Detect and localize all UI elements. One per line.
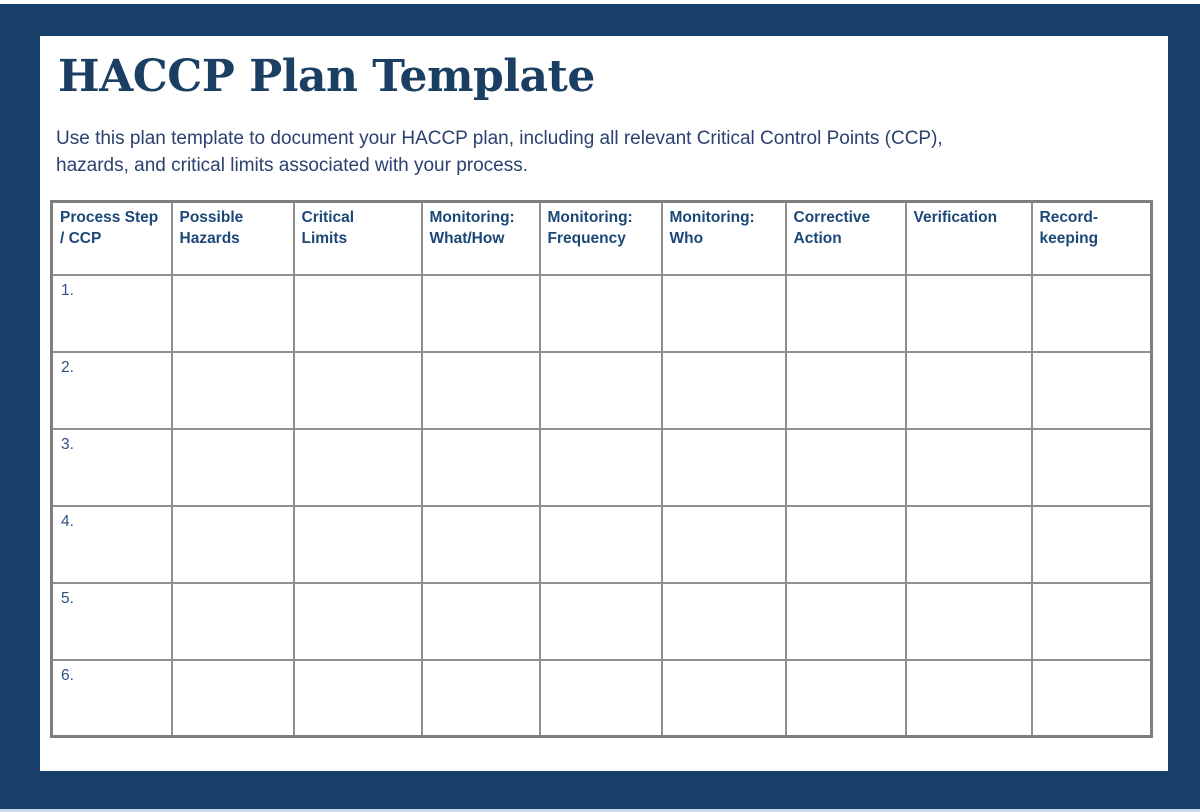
empty-cell bbox=[170, 504, 295, 584]
empty-cell bbox=[660, 658, 787, 738]
empty-cell bbox=[904, 504, 1033, 584]
empty-cell bbox=[292, 350, 423, 430]
column-header-corrective-action: Corrective Action bbox=[784, 200, 907, 276]
empty-cell bbox=[784, 504, 907, 584]
empty-cell bbox=[420, 350, 541, 430]
table-row-5: 5. bbox=[50, 581, 1153, 661]
empty-cell bbox=[538, 350, 663, 430]
empty-cell bbox=[170, 273, 295, 353]
empty-cell bbox=[904, 273, 1033, 353]
empty-cell bbox=[660, 350, 787, 430]
empty-cell bbox=[170, 581, 295, 661]
row-number-cell: 6. bbox=[50, 658, 173, 738]
row-number-cell: 3. bbox=[50, 427, 173, 507]
empty-cell bbox=[170, 427, 295, 507]
empty-cell bbox=[660, 504, 787, 584]
empty-cell bbox=[1030, 658, 1153, 738]
empty-cell bbox=[1030, 350, 1153, 430]
empty-cell bbox=[784, 427, 907, 507]
empty-cell bbox=[292, 581, 423, 661]
empty-cell bbox=[1030, 273, 1153, 353]
table-row-1: 1. bbox=[50, 273, 1153, 353]
page-title: HACCP Plan Template bbox=[58, 51, 595, 102]
row-number-cell: 4. bbox=[50, 504, 173, 584]
empty-cell bbox=[170, 658, 295, 738]
table-row-6: 6. bbox=[50, 658, 1153, 738]
empty-cell bbox=[660, 581, 787, 661]
column-header-monitoring-frequency: Monitoring: Frequency bbox=[538, 200, 663, 276]
row-number-cell: 1. bbox=[50, 273, 173, 353]
empty-cell bbox=[538, 427, 663, 507]
empty-cell bbox=[1030, 427, 1153, 507]
empty-cell bbox=[292, 273, 423, 353]
column-header-monitoring-who: Monitoring: Who bbox=[660, 200, 787, 276]
page-description-line-2: hazards, and critical limits associated … bbox=[56, 155, 529, 177]
empty-cell bbox=[420, 427, 541, 507]
empty-cell bbox=[660, 427, 787, 507]
empty-cell bbox=[420, 504, 541, 584]
empty-cell bbox=[538, 273, 663, 353]
empty-cell bbox=[784, 658, 907, 738]
table-header-row: Process Step / CCP Possible Hazards Crit… bbox=[50, 200, 1153, 276]
empty-cell bbox=[904, 427, 1033, 507]
empty-cell bbox=[420, 273, 541, 353]
empty-cell bbox=[660, 273, 787, 353]
empty-cell bbox=[904, 581, 1033, 661]
empty-cell bbox=[784, 273, 907, 353]
row-number-cell: 2. bbox=[50, 350, 173, 430]
empty-cell bbox=[292, 427, 423, 507]
empty-cell bbox=[538, 658, 663, 738]
empty-cell bbox=[420, 581, 541, 661]
empty-cell bbox=[292, 658, 423, 738]
column-header-process-step-ccp: Process Step / CCP bbox=[50, 200, 173, 276]
page-description-line-1: Use this plan template to document your … bbox=[56, 128, 943, 150]
column-header-monitoring-what-how: Monitoring: What/How bbox=[420, 200, 541, 276]
empty-cell bbox=[170, 350, 295, 430]
table-row-4: 4. bbox=[50, 504, 1153, 584]
column-header-possible-hazards: Possible Hazards bbox=[170, 200, 295, 276]
table-row-2: 2. bbox=[50, 350, 1153, 430]
empty-cell bbox=[904, 350, 1033, 430]
empty-cell bbox=[904, 658, 1033, 738]
bottom-edge-strip bbox=[0, 809, 1200, 812]
empty-cell bbox=[538, 581, 663, 661]
empty-cell bbox=[1030, 581, 1153, 661]
empty-cell bbox=[784, 581, 907, 661]
column-header-record-keeping: Record- keeping bbox=[1030, 200, 1153, 276]
row-number-cell: 5. bbox=[50, 581, 173, 661]
page-description: Use this plan template to document your … bbox=[56, 125, 1168, 179]
empty-cell bbox=[1030, 504, 1153, 584]
document-page: HACCP Plan Template Use this plan templa… bbox=[40, 36, 1168, 771]
empty-cell bbox=[784, 350, 907, 430]
haccp-table: Process Step / CCP Possible Hazards Crit… bbox=[50, 200, 1153, 739]
table-row-3: 3. bbox=[50, 427, 1153, 507]
column-header-critical-limits: Critical Limits bbox=[292, 200, 423, 276]
empty-cell bbox=[292, 504, 423, 584]
empty-cell bbox=[538, 504, 663, 584]
column-header-verification: Verification bbox=[904, 200, 1033, 276]
empty-cell bbox=[420, 658, 541, 738]
